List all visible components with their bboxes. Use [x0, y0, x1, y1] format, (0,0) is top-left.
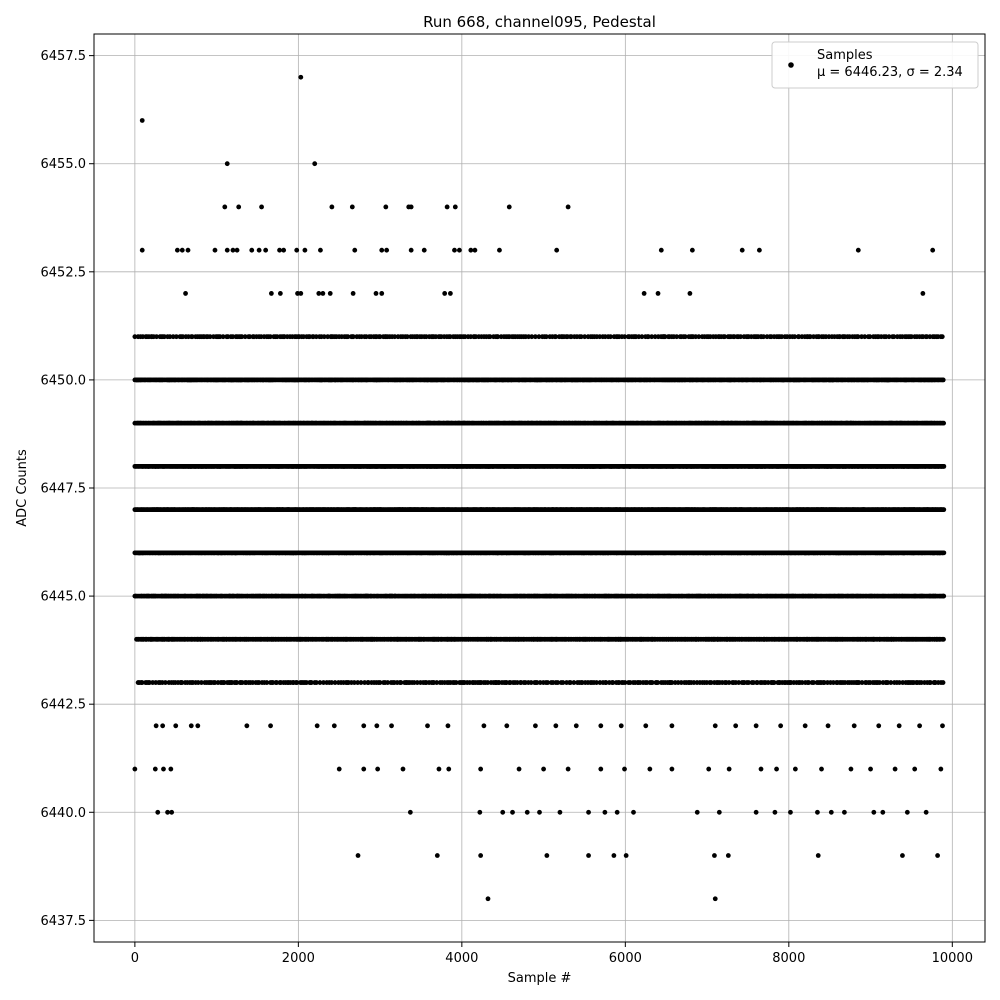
sample-point [294, 680, 300, 685]
sample-point [453, 680, 459, 685]
sample-point [806, 680, 812, 685]
sample-point [736, 680, 742, 685]
sample-point [726, 680, 732, 685]
sample-point [313, 680, 319, 685]
sample-point [199, 680, 204, 685]
sample-point [610, 680, 616, 685]
sample-point [234, 680, 240, 685]
sample-point [179, 680, 185, 685]
sample-point [434, 680, 440, 685]
sample-point [329, 680, 335, 685]
sample-point [771, 680, 777, 685]
sample-point [941, 636, 946, 642]
sample-point [941, 593, 947, 599]
sample-point [355, 680, 361, 685]
sample-point [485, 680, 491, 685]
sample-point [928, 680, 933, 685]
sample-point [655, 680, 661, 685]
sample-point [568, 680, 573, 685]
sample-point [896, 680, 902, 685]
sample-point [264, 680, 270, 685]
sample-point [555, 680, 561, 685]
sample-point [385, 680, 391, 685]
sample-point [358, 680, 364, 685]
sample-point [528, 680, 534, 685]
sample-point [940, 680, 946, 685]
sample-point [669, 680, 675, 685]
sample-point [622, 680, 628, 685]
sample-point [351, 680, 357, 685]
points-layer [132, 74, 947, 902]
sample-point [398, 680, 404, 685]
sample-point [811, 680, 816, 685]
sample-point [545, 680, 551, 685]
sample-point [162, 680, 168, 685]
sample-point [888, 680, 894, 685]
sample-point [332, 680, 338, 685]
sample-point [571, 680, 577, 685]
sample-point [941, 550, 947, 556]
sample-point [746, 680, 752, 685]
sample-point [317, 680, 323, 685]
sample-point [877, 680, 883, 685]
sample-point [649, 680, 655, 685]
sample-point [139, 680, 145, 685]
sample-point [377, 680, 383, 685]
sample-point [594, 680, 599, 685]
sample-point [941, 507, 947, 513]
sample-point [560, 680, 566, 685]
sample-point [859, 680, 865, 685]
